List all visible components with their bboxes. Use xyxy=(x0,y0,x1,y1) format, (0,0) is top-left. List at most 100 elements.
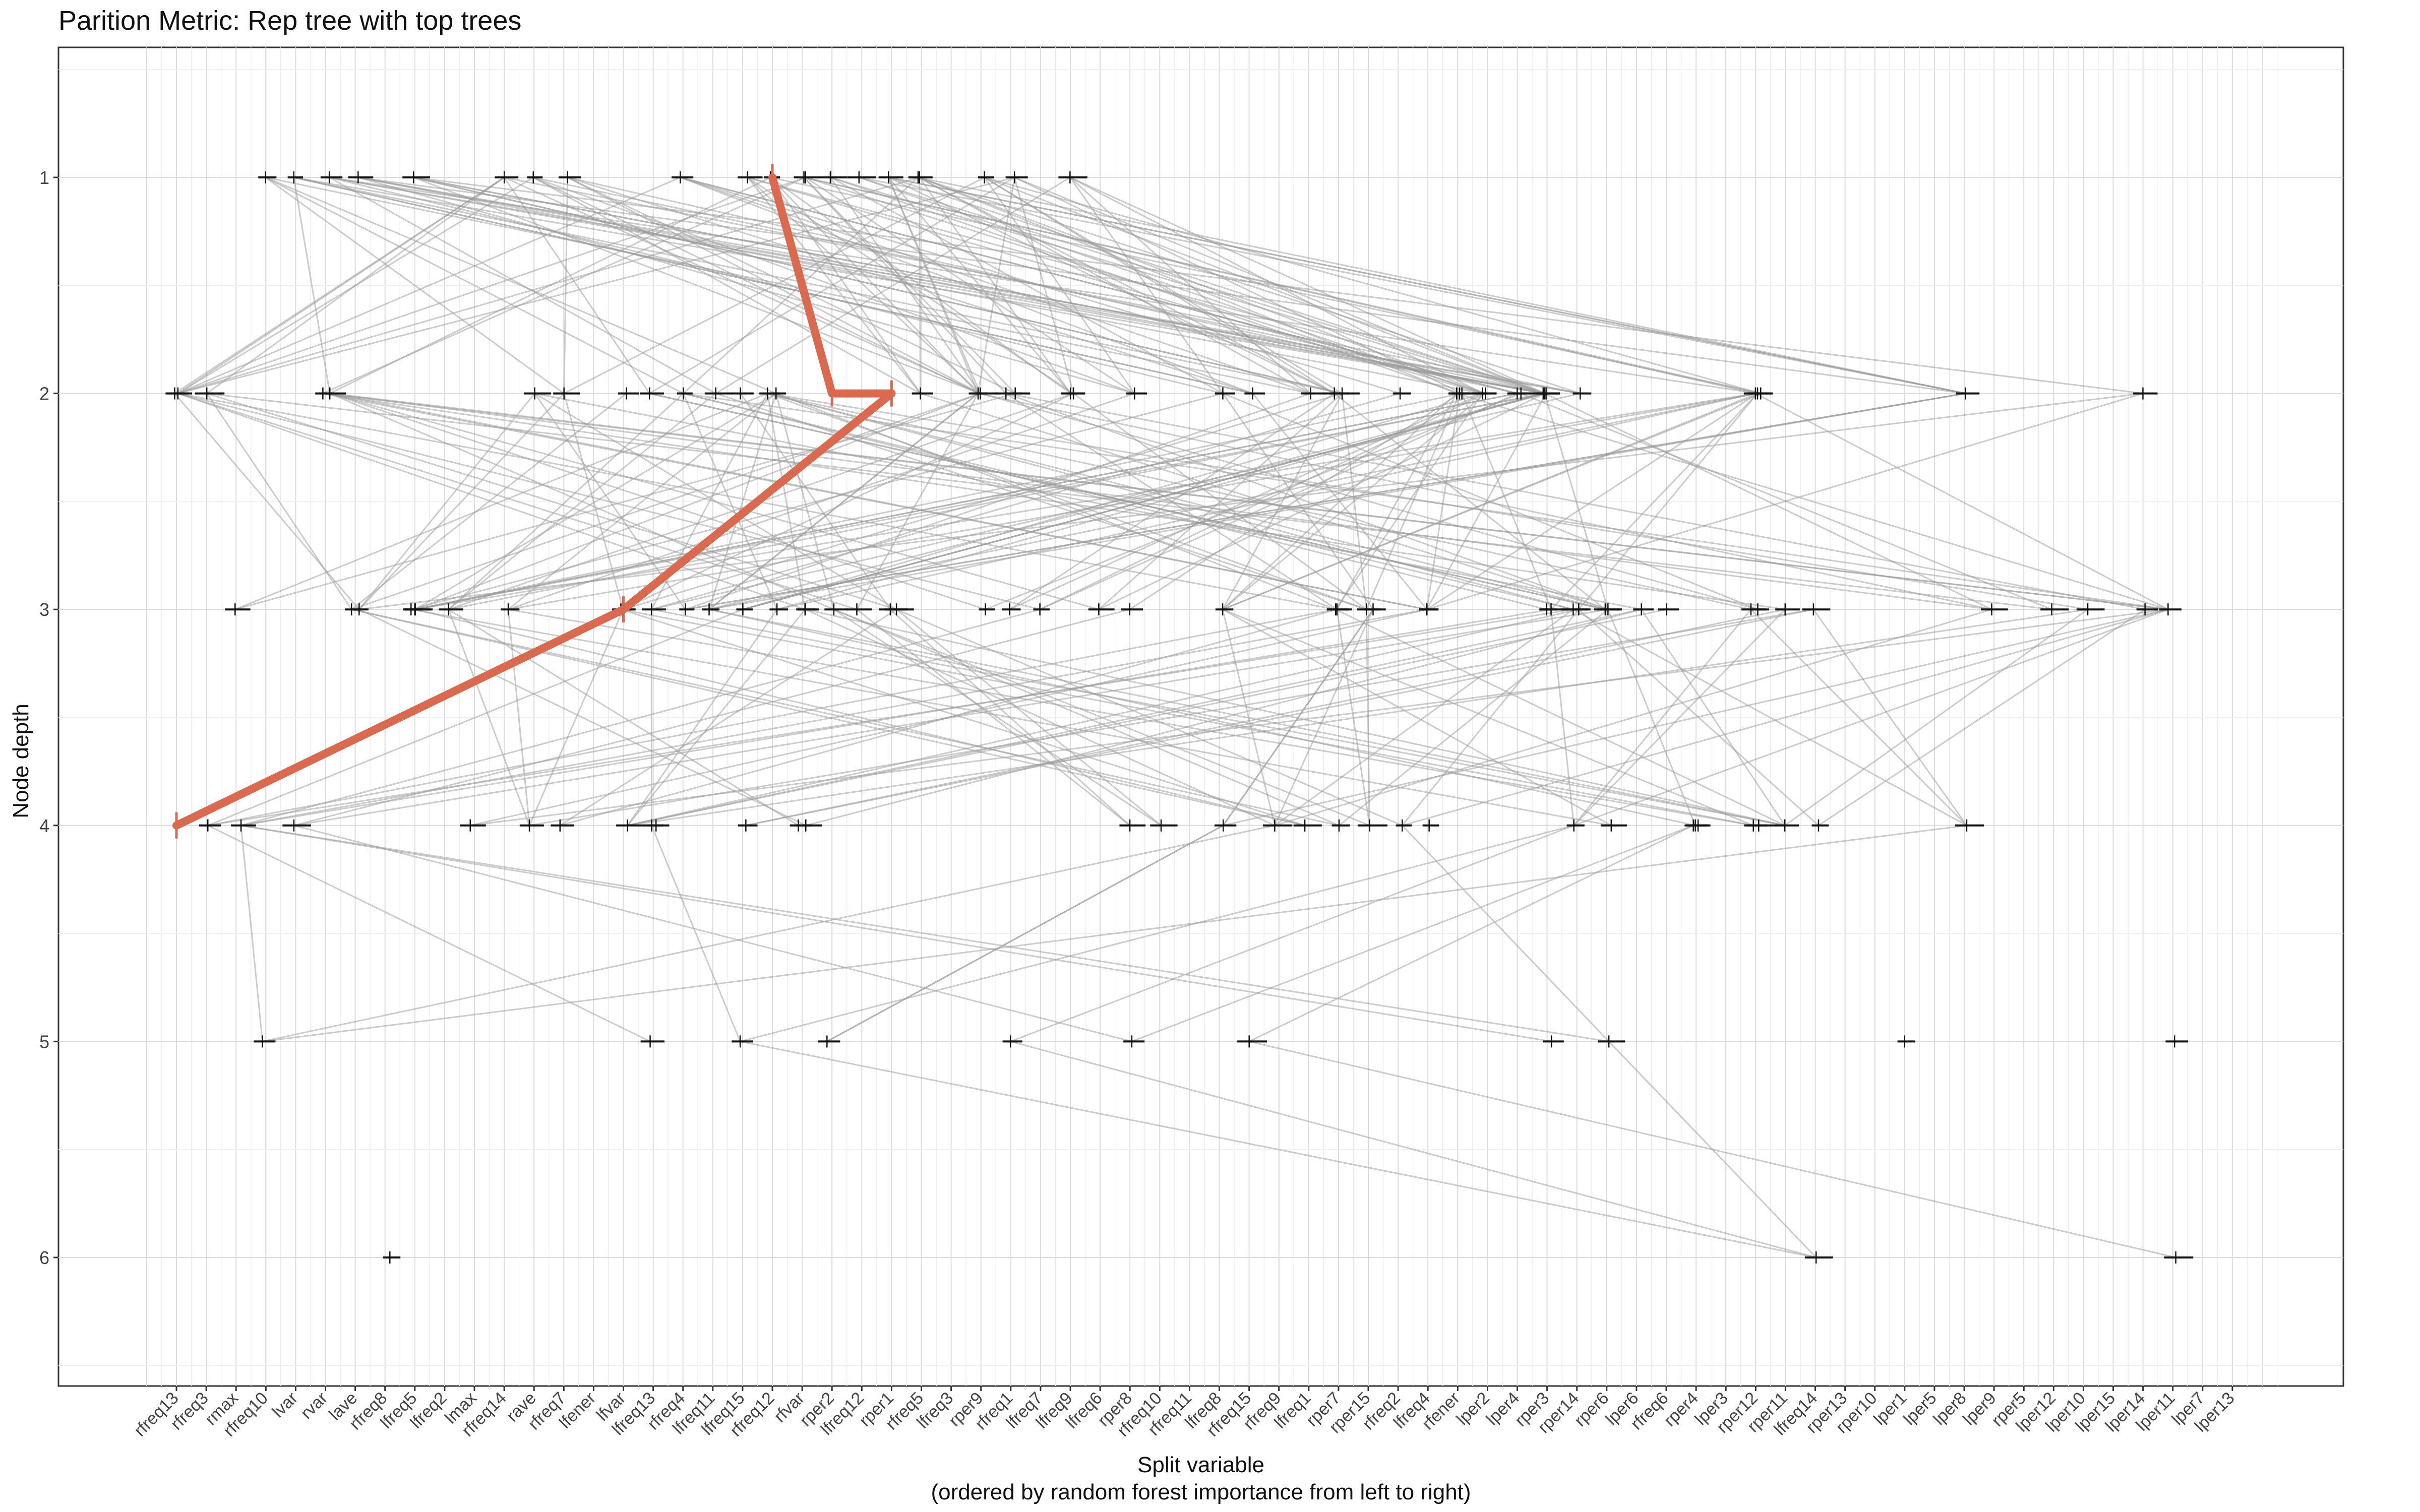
tree-edge xyxy=(680,176,1518,395)
tree-edge xyxy=(414,393,776,610)
tree-edge xyxy=(984,176,1343,394)
highlight-edge xyxy=(172,605,628,830)
tree-edge xyxy=(770,176,979,394)
tree-edge xyxy=(1578,609,1819,826)
tree-edge xyxy=(1274,608,1992,827)
tree-edge xyxy=(1222,393,1761,610)
tree-edge xyxy=(534,393,1642,610)
tree-edge xyxy=(680,176,1253,395)
tree-edge xyxy=(708,393,979,610)
x-tick-label: lper8 xyxy=(1929,1389,1970,1429)
tree-edge xyxy=(293,177,331,394)
tree-edge xyxy=(740,1040,1817,1258)
tree-edge xyxy=(1010,1040,1817,1258)
tree-edge xyxy=(776,393,1544,610)
tree-edge xyxy=(448,393,1544,610)
tree-edge xyxy=(1335,608,1785,827)
tree-edge xyxy=(709,608,1785,827)
tree-edge xyxy=(1274,609,1374,826)
tree-edge xyxy=(329,176,716,394)
tree-edge xyxy=(357,176,1135,395)
tree-edge xyxy=(627,608,1579,827)
tree-edge xyxy=(1365,393,1461,610)
tree-edge xyxy=(627,609,806,826)
tree-edge xyxy=(833,608,1340,827)
tree-edge xyxy=(1069,177,1224,394)
tree-edge xyxy=(709,393,1966,610)
tree-edge xyxy=(413,176,1343,395)
tree-edge xyxy=(504,176,981,394)
tree-edge xyxy=(174,176,505,394)
tree-edge xyxy=(240,825,1552,1042)
tree-edge xyxy=(621,608,1753,827)
tree-edge xyxy=(919,176,1457,394)
tree-edge xyxy=(174,393,360,610)
tree-edge xyxy=(1426,393,2143,610)
y-tick-label: 3 xyxy=(39,599,49,620)
tree-edge xyxy=(805,176,1486,395)
tree-edge xyxy=(240,608,1551,827)
tree-edge xyxy=(826,825,1224,1042)
tree-edge xyxy=(177,176,920,395)
tree-edge xyxy=(888,176,1966,395)
tree-edge xyxy=(413,176,1544,395)
tree-edge xyxy=(1550,609,1575,826)
tree-edge xyxy=(415,608,1305,827)
tree-edge xyxy=(240,608,1427,827)
highlight-edge xyxy=(768,173,836,398)
tree-edge xyxy=(1098,393,1545,610)
tree-edge xyxy=(507,609,530,826)
tree-edge xyxy=(746,608,1814,827)
tree-edge xyxy=(529,608,1814,827)
y-tick-label: 5 xyxy=(39,1031,49,1052)
tree-edge xyxy=(918,176,1966,395)
tree-edge xyxy=(1755,393,2169,610)
x-axis-title: Split variable xyxy=(1137,1453,1264,1477)
tree-edge xyxy=(742,393,1545,610)
tree-edge xyxy=(563,393,624,610)
tree-edge xyxy=(240,825,1609,1042)
y-tick-label: 2 xyxy=(39,384,49,404)
tree-edge xyxy=(207,825,651,1042)
tree-edge xyxy=(206,393,897,610)
tree-edge xyxy=(919,177,1071,394)
y-tick-label: 4 xyxy=(39,815,49,836)
tree-edge xyxy=(177,176,681,394)
y-tick-label: 1 xyxy=(39,167,49,188)
tree-edge xyxy=(207,608,1336,827)
tree-edge xyxy=(1069,176,1483,394)
tree-edge xyxy=(888,176,1545,395)
tree-edge xyxy=(534,393,686,610)
tree-edge xyxy=(980,393,1758,610)
tree-edge xyxy=(1784,608,2088,827)
tree-edge xyxy=(559,608,897,827)
tree-edge xyxy=(508,393,777,610)
tree-edge xyxy=(358,176,1545,395)
x-tick-label: rper6 xyxy=(1570,1389,1612,1430)
tree-edge xyxy=(413,176,981,395)
tree-edge xyxy=(1249,825,1694,1042)
tree-edge xyxy=(887,177,981,394)
x-tick-label: lper1 xyxy=(1870,1389,1910,1429)
tree-edge xyxy=(415,393,981,610)
tree-edge xyxy=(177,393,857,610)
tree-edge xyxy=(414,393,1518,610)
tree-edge xyxy=(240,608,1040,827)
tree-edge xyxy=(448,393,684,610)
tree-edge xyxy=(682,393,778,610)
tree-edge xyxy=(805,608,1276,827)
tree-edge xyxy=(1069,176,1311,394)
tree-edge xyxy=(448,608,799,827)
tree-edge xyxy=(1818,608,2146,827)
tree-edge xyxy=(1365,609,1371,826)
tree-edge xyxy=(715,393,1367,610)
tree-edge xyxy=(627,609,778,826)
tree-edge xyxy=(623,393,1074,610)
tree-edge xyxy=(351,393,627,610)
tree-edge xyxy=(411,608,1612,827)
x-tick-label: rper4 xyxy=(1660,1389,1702,1430)
tree-edge xyxy=(503,177,650,394)
tree-edge xyxy=(859,176,1547,395)
tree-edge xyxy=(1573,609,1752,826)
tree-edge xyxy=(683,393,2168,610)
